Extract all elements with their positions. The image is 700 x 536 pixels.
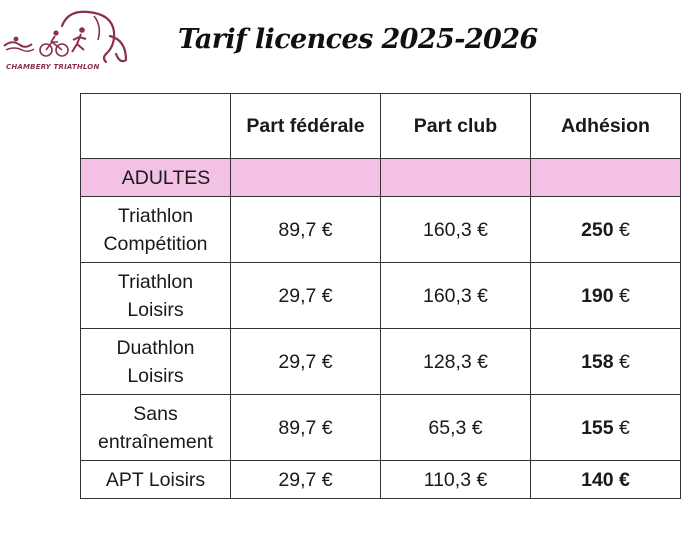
row-label: Sans entraînement: [80, 394, 231, 461]
part-federale-cell: 89,7 €: [230, 394, 381, 461]
section-label-adultes: ADULTES: [80, 158, 231, 197]
part-federale-cell: 29,7 €: [230, 328, 381, 395]
table-row: Duathlon Loisirs 29,7 € 128,3 € 158 €: [80, 328, 681, 395]
table-header-row: Part fédérale Part club Adhésion: [80, 93, 681, 159]
adhesion-cell: 155 €: [530, 394, 681, 461]
header-cell-empty: [80, 93, 231, 159]
header-part-federale-label: Part fédérale: [246, 115, 365, 137]
part-club-cell: 128,3 €: [380, 328, 531, 395]
table-row: Triathlon Compétition 89,7 € 160,3 € 250…: [80, 196, 681, 263]
section-cell-empty: [380, 158, 531, 197]
table-row: Sans entraînement 89,7 € 65,3 € 155 €: [80, 394, 681, 461]
section-cell-empty: [530, 158, 681, 197]
adhesion-cell: 190 €: [530, 262, 681, 329]
row-label: Triathlon Loisirs: [80, 262, 231, 329]
adhesion-cell: 250 €: [530, 196, 681, 263]
part-club-cell: 65,3 €: [380, 394, 531, 461]
adhesion-unit: €: [619, 284, 630, 307]
adhesion-unit: €: [619, 218, 630, 241]
logo-caption: CHAMBERY TRIATHLON: [6, 63, 100, 71]
section-row-adultes: ADULTES: [80, 158, 681, 197]
header-adhesion: Adhésion: [530, 93, 681, 159]
page-title: Tarif licences 2025-2026: [178, 24, 538, 55]
tarifs-table: Part fédérale Part club Adhésion ADULTES…: [80, 93, 681, 499]
part-federale-cell: 29,7 €: [230, 262, 381, 329]
row-label: Triathlon Compétition: [80, 196, 231, 263]
row-label: APT Loisirs: [80, 460, 231, 499]
triathlon-athletes-icon: [3, 10, 128, 64]
adhesion-unit: €: [619, 350, 630, 373]
part-club-cell: 160,3 €: [380, 262, 531, 329]
part-club-cell: 110,3 €: [380, 460, 531, 499]
adhesion-cell: 140 €: [530, 460, 681, 499]
adhesion-value: 250: [581, 218, 614, 241]
adhesion-value: 140 €: [581, 468, 630, 491]
section-cell-empty: [230, 158, 381, 197]
part-federale-cell: 29,7 €: [230, 460, 381, 499]
header-part-federale: Part fédérale: [230, 93, 381, 159]
table-row: Triathlon Loisirs 29,7 € 160,3 € 190 €: [80, 262, 681, 329]
adhesion-value: 158: [581, 350, 614, 373]
club-logo: CHAMBERY TRIATHLON: [2, 6, 138, 82]
adhesion-cell: 158 €: [530, 328, 681, 395]
table-row: APT Loisirs 29,7 € 110,3 € 140 €: [80, 460, 681, 499]
header-part-club: Part club: [380, 93, 531, 159]
row-label: Duathlon Loisirs: [80, 328, 231, 395]
adhesion-unit: €: [619, 416, 630, 439]
adhesion-value: 155: [581, 416, 614, 439]
adhesion-value: 190: [581, 284, 614, 307]
part-club-cell: 160,3 €: [380, 196, 531, 263]
part-federale-cell: 89,7 €: [230, 196, 381, 263]
